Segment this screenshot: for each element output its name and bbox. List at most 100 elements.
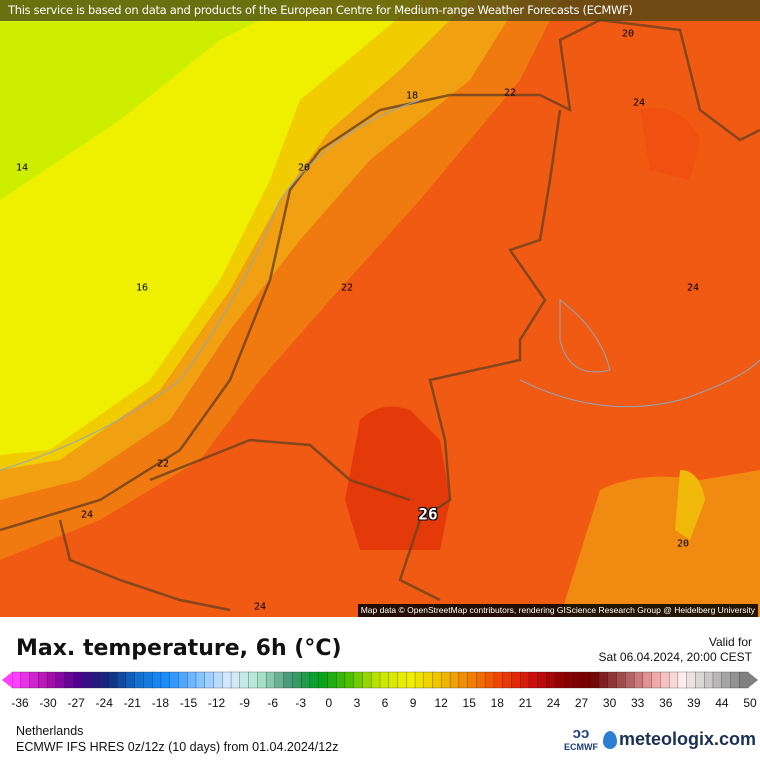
map-attribution[interactable]: Map data © OpenStreetMap contributors, r…	[357, 604, 758, 617]
color-scale-cell	[353, 671, 364, 689]
color-scale-cell	[511, 671, 521, 689]
color-scale-arrow	[748, 672, 758, 688]
drop-icon	[603, 730, 617, 749]
color-scale-cell	[616, 671, 626, 689]
color-scale-tick: 39	[687, 696, 701, 710]
color-scale-tick: 12	[434, 696, 448, 710]
color-scale-cell	[739, 671, 749, 689]
contour-label: 18	[405, 90, 419, 102]
color-scale-ticks: -36 -30 -27 -24 -21 -18 -15 -12 -9 -6 -3 0 3 6 9 12 15 18…	[0, 696, 760, 712]
color-scale-cell	[230, 671, 241, 689]
color-scale-cell	[169, 671, 180, 689]
color-scale-tick: -15	[179, 696, 198, 710]
color-scale-cell	[563, 671, 574, 689]
color-scale-cell	[476, 671, 486, 689]
contour-label: 20	[676, 538, 690, 550]
color-scale-tick: 0	[325, 696, 333, 710]
color-scale-cell	[730, 671, 740, 689]
color-scale-cell	[668, 671, 679, 689]
color-scale-cell	[704, 671, 714, 689]
region-name: Netherlands	[16, 724, 84, 738]
meteologix-logo[interactable]: meteologix.com	[603, 729, 756, 750]
color-scale-cell	[590, 671, 600, 689]
color-scale-cell	[195, 671, 206, 689]
color-scale-cell	[327, 671, 337, 689]
color-scale-cell	[160, 671, 171, 689]
color-scale-cell	[449, 671, 460, 689]
color-scale-cell	[625, 671, 635, 689]
color-scale-tick: -21	[123, 696, 141, 710]
color-scale-cell	[248, 671, 258, 689]
color-scale-cell	[108, 671, 118, 689]
color-scale-cell	[546, 671, 556, 689]
color-scale-cell	[274, 671, 285, 689]
color-scale-cell	[572, 671, 583, 689]
color-scale-tick: -3	[295, 696, 307, 710]
valid-label: Valid for	[708, 635, 752, 649]
color-scale-cell	[660, 671, 670, 689]
contour-label: 22	[156, 458, 170, 470]
color-scale-cell	[257, 671, 267, 689]
color-scale-tick: 15	[462, 696, 476, 710]
color-scale-cell	[99, 671, 110, 689]
contour-label: 24	[686, 282, 700, 294]
color-scale-cell	[29, 671, 39, 689]
brand-text: meteologix.com	[619, 729, 757, 749]
color-scale-cell	[633, 671, 644, 689]
color-scale-tick: 33	[631, 696, 645, 710]
color-scale-cell	[222, 671, 232, 689]
color-scale-cell	[379, 671, 390, 689]
color-scale-cell	[721, 671, 732, 689]
color-scale-cell	[116, 671, 127, 689]
color-scale-cell	[204, 671, 215, 689]
color-scale-tick: -36	[11, 696, 29, 710]
color-scale-cell	[520, 671, 530, 689]
color-scale-arrow	[2, 672, 12, 688]
color-scale-tick: 9	[409, 696, 417, 710]
color-scale-cell	[397, 671, 407, 689]
color-scale-cell	[239, 671, 250, 689]
color-scale-tick: 3	[353, 696, 361, 710]
color-scale-cell	[493, 671, 504, 689]
color-scale-cell	[178, 671, 188, 689]
color-scale-cell	[467, 671, 478, 689]
color-scale-bar	[2, 671, 758, 689]
temperature-map[interactable]: This service is based on data and produc…	[0, 0, 760, 617]
color-scale-tick: 6	[381, 696, 389, 710]
ecmwf-logo-text: ECMWF	[564, 742, 598, 752]
color-scale-cell	[388, 671, 399, 689]
contour-label: 16	[135, 282, 149, 294]
color-scale-tick: 50	[743, 696, 757, 710]
color-scale-cell	[11, 671, 22, 689]
color-scale-tick: -6	[267, 696, 279, 710]
color-scale-cell	[318, 671, 329, 689]
ecmwf-logo[interactable]: ↄↄ ECMWF	[564, 725, 598, 753]
max-value-label: 26	[418, 504, 438, 524]
color-scale-tick: -9	[239, 696, 250, 710]
map-canvas	[0, 0, 760, 617]
color-scale-cell	[642, 671, 653, 689]
color-scale-cell	[371, 671, 381, 689]
color-scale-cell	[458, 671, 469, 689]
color-scale-tick: 24	[546, 696, 561, 710]
color-scale-cell	[90, 671, 101, 689]
color-scale-cell	[55, 671, 66, 689]
color-scale-cell	[686, 671, 697, 689]
color-scale-cell	[46, 671, 57, 689]
color-scale-tick: -30	[39, 696, 57, 710]
color-scale-tick: 27	[574, 696, 589, 710]
color-scale-cell	[125, 671, 136, 689]
model-info: ECMWF IFS HRES 0z/12z (10 days) from 01.…	[16, 740, 339, 754]
color-scale-tick: 44	[715, 696, 729, 710]
color-scale-cell	[20, 671, 31, 689]
color-scale-cell	[152, 671, 162, 689]
color-scale-tick: -18	[151, 696, 170, 710]
color-scale-cell	[134, 671, 145, 689]
color-scale-cell	[187, 671, 197, 689]
contour-label: 22	[503, 87, 517, 99]
color-scale-tick: 36	[659, 696, 673, 710]
color-scale-cell	[555, 671, 565, 689]
color-scale-cell	[73, 671, 83, 689]
color-scale-cell	[344, 671, 355, 689]
color-scale-cell	[81, 671, 92, 689]
